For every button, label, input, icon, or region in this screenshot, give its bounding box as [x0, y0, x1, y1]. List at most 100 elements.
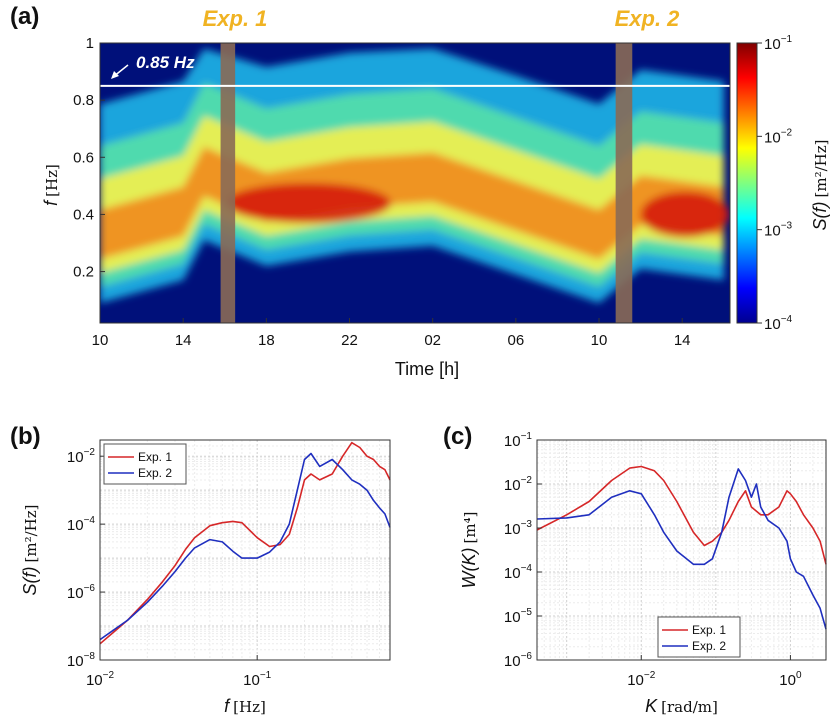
- c-y-tick-label: 10−3: [504, 519, 533, 538]
- spectrogram-frame: [99, 42, 731, 324]
- b-ylabel-var: S(f): [20, 566, 40, 595]
- colorbar-label: S(f) [m²/Hz]: [810, 140, 830, 231]
- a-y-tick-label: 1: [86, 35, 94, 52]
- b-y-tick-label-exp: −4: [84, 515, 96, 526]
- colorbar-tick-label-base: 10: [764, 223, 781, 240]
- panel-label-b: (b): [10, 423, 41, 450]
- a-ylabel-unit: [Hz]: [43, 164, 61, 197]
- b-x-tick-label: 10−2: [86, 670, 115, 689]
- b-x-tick-label-base: 10: [243, 672, 260, 689]
- c-x-tick-label-base: 10: [627, 672, 644, 689]
- arrow-head-icon: [111, 71, 119, 79]
- experiment-band-1: [220, 43, 236, 323]
- a-x-tick-label: 10: [92, 332, 109, 349]
- b-series-1: [99, 441, 391, 645]
- colorbar-tick-label-base: 10: [764, 316, 781, 333]
- c-y-tick-label: 10−4: [504, 563, 533, 582]
- b-y-tick-label: 10−2: [67, 447, 96, 466]
- c-ylabel-unit: [m⁴]: [461, 512, 479, 544]
- colorbar-ticks: 10−110−210−310−4: [757, 34, 793, 333]
- c-x-tick-label-exp: −2: [644, 670, 656, 681]
- experiment-band-2: [615, 43, 633, 323]
- b-y-tick-label-base: 10: [67, 517, 84, 534]
- energy-layer-peak: [100, 147, 724, 259]
- b-y-tick-label: 10−6: [67, 583, 96, 602]
- a-x-tick-label: 10: [591, 332, 608, 349]
- c-y-tick-label-exp: −6: [521, 651, 533, 662]
- c-legend-label: Exp. 2: [692, 639, 726, 653]
- colorbar-tick-label-exp: −4: [781, 314, 793, 325]
- frequency-annotation: 0.85 Hz: [111, 53, 195, 79]
- b-y-tick-label-base: 10: [67, 449, 84, 466]
- a-y-tick-label: 0.4: [73, 206, 94, 223]
- b-legend-box: [103, 443, 187, 485]
- b-ylabel: S(f) [m²/Hz]: [20, 505, 40, 596]
- colorbar-label-var: S(f): [810, 201, 830, 230]
- b-xlabel-var: f: [224, 696, 231, 716]
- c-xlabel-var: K: [645, 696, 658, 716]
- colorbar-tick-label-base: 10: [764, 129, 781, 146]
- c-x-tick-label-base: 10: [779, 672, 796, 689]
- colorbar-label-unit: [m²/Hz]: [812, 140, 830, 198]
- b-legend-label: Exp. 2: [138, 466, 172, 480]
- a-x-tick-label: 06: [507, 332, 524, 349]
- b-y-tick-label-exp: −8: [84, 651, 96, 662]
- a-y-tick-label: 0.8: [73, 92, 94, 109]
- c-y-tick-label-exp: −5: [521, 607, 533, 618]
- a-y-tick-label: 0.2: [73, 264, 94, 281]
- a-y-tick-label: 0.6: [73, 149, 94, 166]
- b-ylabel-unit: [m²/Hz]: [22, 505, 40, 563]
- a-ylabel-var: f: [41, 199, 61, 206]
- colorbar-tick-label: 10−4: [764, 314, 793, 333]
- c-ylabel-var: W(K): [459, 547, 479, 588]
- energy-core-1: [224, 183, 392, 223]
- b-y-tick-label: 10−8: [67, 651, 96, 670]
- a-x-axis: 10 14 18 22 02 06 10 14: [92, 318, 691, 349]
- c-series-1: [536, 465, 827, 565]
- c-frame: [536, 439, 827, 661]
- c-x-tick-label: 10−2: [627, 670, 656, 689]
- b-y-tick-label-exp: −2: [84, 447, 96, 458]
- c-y-tick-label-exp: −1: [521, 431, 533, 442]
- c-y-tick-label-exp: −4: [521, 563, 533, 574]
- colorbar-tick-label: 10−1: [764, 34, 793, 53]
- c-y-tick-label-base: 10: [504, 521, 521, 538]
- b-legend: Exp. 1 Exp. 2: [103, 443, 187, 485]
- a-x-tick-label: 22: [341, 332, 358, 349]
- exp1-label: Exp. 1: [203, 6, 268, 31]
- a-x-tick-label: 14: [674, 332, 691, 349]
- a-y-axis: 0.2 0.4 0.6 0.8 1: [73, 35, 105, 281]
- c-ylabel: W(K) [m⁴]: [459, 512, 479, 589]
- c-y-tick-label-base: 10: [504, 433, 521, 450]
- experiment-bands: [220, 43, 633, 323]
- b-xlabel-unit: [Hz]: [233, 698, 266, 716]
- c-y-tick-label-exp: −2: [521, 475, 533, 486]
- spectrogram-energy: [100, 48, 730, 304]
- c-x-tick-label-exp: 0: [796, 670, 802, 681]
- c-legend-label: Exp. 1: [692, 623, 726, 637]
- c-y-tick-label: 10−5: [504, 607, 533, 626]
- c-y-tick-label-base: 10: [504, 477, 521, 494]
- c-y-tick-label-base: 10: [504, 609, 521, 626]
- c-series-2: [536, 468, 827, 630]
- b-series-2: [99, 452, 391, 641]
- c-y-tick-label: 10−6: [504, 651, 533, 670]
- panel-label-a: (a): [10, 3, 39, 30]
- b-x-tick-label-base: 10: [86, 672, 103, 689]
- b-y-tick-label: 10−4: [67, 515, 96, 534]
- panel-label-c: (c): [443, 423, 472, 450]
- a-ylabel: f [Hz]: [41, 164, 61, 206]
- b-frame: [99, 439, 391, 661]
- annotation-text: 0.85 Hz: [136, 53, 195, 72]
- c-legend-box: [657, 616, 741, 658]
- b-x-tick-label-exp: −1: [260, 670, 272, 681]
- colorbar-tick-label-exp: −2: [781, 127, 793, 138]
- c-y-tick-label: 10−2: [504, 475, 533, 494]
- c-xlabel-unit: [rad/m]: [661, 698, 718, 716]
- exp2-label: Exp. 2: [615, 6, 681, 31]
- a-x-tick-label: 02: [424, 332, 441, 349]
- c-legend: Exp. 1 Exp. 2: [657, 616, 741, 658]
- b-y-tick-label-exp: −6: [84, 583, 96, 594]
- colorbar-tick-label-base: 10: [764, 36, 781, 53]
